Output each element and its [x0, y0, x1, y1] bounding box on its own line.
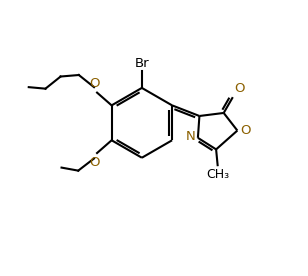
- Text: O: O: [234, 82, 245, 95]
- Text: Br: Br: [135, 57, 149, 70]
- Text: CH₃: CH₃: [206, 168, 229, 181]
- Text: O: O: [89, 156, 100, 169]
- Text: N: N: [186, 130, 196, 143]
- Text: O: O: [89, 76, 100, 90]
- Text: O: O: [240, 124, 250, 137]
